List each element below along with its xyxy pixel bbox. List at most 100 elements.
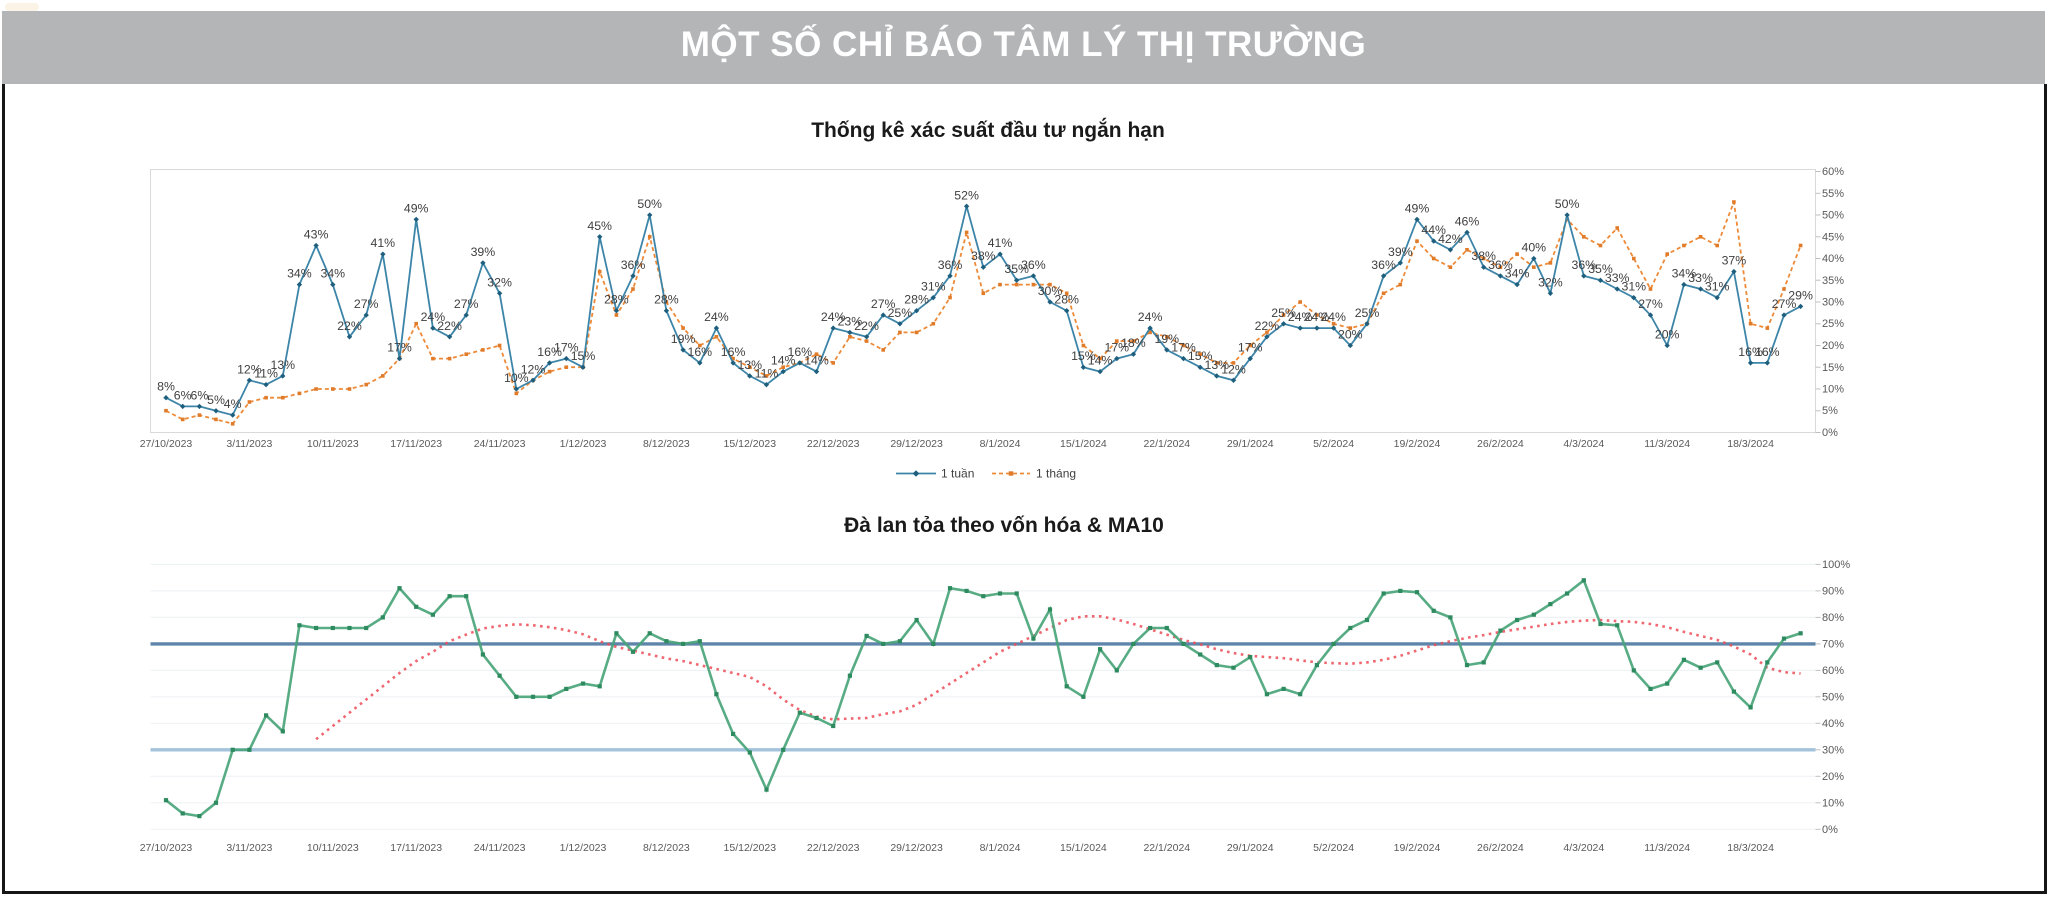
svg-text:36%: 36% [1021,258,1046,272]
svg-text:18%: 18% [1121,336,1146,350]
svg-text:8/1/2024: 8/1/2024 [980,438,1021,450]
svg-text:6%: 6% [191,388,209,402]
svg-text:11%: 11% [755,367,779,381]
svg-text:34%: 34% [1672,267,1697,281]
svg-text:27%: 27% [454,297,479,311]
svg-text:11%: 11% [254,367,278,381]
svg-text:20%: 20% [1655,328,1680,342]
svg-text:39%: 39% [1388,245,1413,259]
svg-text:13%: 13% [1204,358,1229,372]
svg-text:13%: 13% [270,358,295,372]
svg-text:8/12/2023: 8/12/2023 [643,438,690,450]
svg-text:17%: 17% [1238,341,1263,355]
svg-text:11/3/2024: 11/3/2024 [1644,842,1690,854]
svg-text:16%: 16% [721,345,746,359]
svg-text:50%: 50% [1822,210,1844,222]
svg-text:12%: 12% [1221,362,1246,376]
svg-text:22%: 22% [437,319,462,333]
svg-text:38%: 38% [1471,249,1496,263]
svg-text:33%: 33% [1688,271,1713,285]
svg-text:25%: 25% [888,306,913,320]
svg-text:38%: 38% [971,249,996,263]
svg-text:30%: 30% [1038,284,1063,298]
svg-text:36%: 36% [1488,258,1513,272]
svg-text:46%: 46% [1455,214,1480,228]
svg-text:90%: 90% [1822,585,1844,597]
svg-text:60%: 60% [1822,665,1844,677]
svg-text:3/11/2023: 3/11/2023 [226,842,272,854]
svg-text:16%: 16% [1755,345,1780,359]
svg-text:15%: 15% [1188,349,1213,363]
svg-text:31%: 31% [1621,280,1646,294]
svg-text:17%: 17% [1104,341,1129,355]
svg-text:0%: 0% [1822,824,1838,836]
svg-text:29%: 29% [1788,288,1813,302]
svg-text:25%: 25% [1271,306,1296,320]
svg-text:70%: 70% [1822,638,1844,650]
svg-text:29/12/2023: 29/12/2023 [890,842,943,854]
svg-text:24%: 24% [704,310,729,324]
svg-text:45%: 45% [1822,231,1844,243]
svg-text:24/11/2023: 24/11/2023 [474,438,526,450]
svg-text:35%: 35% [1822,275,1844,287]
svg-text:10%: 10% [504,371,529,385]
svg-text:60%: 60% [1822,166,1844,178]
svg-text:10%: 10% [1822,797,1844,809]
svg-text:35%: 35% [1588,262,1613,276]
svg-text:25%: 25% [1822,318,1844,330]
svg-text:15/1/2024: 15/1/2024 [1060,438,1107,450]
svg-text:16%: 16% [537,345,562,359]
svg-text:13%: 13% [737,358,762,372]
svg-text:28%: 28% [604,293,629,307]
svg-text:41%: 41% [988,236,1013,250]
svg-text:5/2/2024: 5/2/2024 [1313,438,1354,450]
svg-text:6%: 6% [174,388,192,402]
svg-text:43%: 43% [304,228,329,242]
svg-text:15/1/2024: 15/1/2024 [1060,842,1107,854]
svg-text:55%: 55% [1822,188,1844,200]
svg-text:17/11/2023: 17/11/2023 [390,842,442,854]
svg-text:16%: 16% [787,345,812,359]
svg-text:100%: 100% [1822,559,1850,571]
svg-text:5/2/2024: 5/2/2024 [1313,842,1354,854]
svg-text:40%: 40% [1521,241,1546,255]
svg-text:22%: 22% [337,319,362,333]
svg-text:8%: 8% [157,380,175,394]
svg-text:4%: 4% [224,397,242,411]
svg-text:22/1/2024: 22/1/2024 [1143,842,1190,854]
svg-text:12%: 12% [237,362,262,376]
svg-text:17%: 17% [554,341,579,355]
svg-text:49%: 49% [1405,201,1430,215]
svg-text:1 tuần: 1 tuần [941,467,974,481]
svg-text:22%: 22% [1255,319,1280,333]
svg-text:4/3/2024: 4/3/2024 [1563,842,1604,854]
svg-text:1 tháng: 1 tháng [1036,467,1076,481]
svg-text:5%: 5% [207,393,225,407]
svg-text:36%: 36% [938,258,963,272]
svg-text:41%: 41% [370,236,395,250]
svg-text:50%: 50% [1555,197,1580,211]
svg-text:20%: 20% [1822,340,1844,352]
svg-text:4/3/2024: 4/3/2024 [1563,438,1604,450]
svg-text:34%: 34% [1505,267,1530,281]
svg-text:24/11/2023: 24/11/2023 [474,842,526,854]
svg-text:27/10/2023: 27/10/2023 [140,438,193,450]
svg-text:33%: 33% [1605,271,1630,285]
svg-text:Đà lan tỏa theo vốn hóa & MA10: Đà lan tỏa theo vốn hóa & MA10 [844,514,1164,537]
svg-text:40%: 40% [1822,718,1844,730]
svg-text:17%: 17% [387,341,412,355]
svg-text:29/1/2024: 29/1/2024 [1227,842,1274,854]
svg-text:39%: 39% [471,245,496,259]
svg-text:27%: 27% [1772,297,1797,311]
svg-text:15%: 15% [1822,362,1844,374]
svg-text:16%: 16% [687,345,712,359]
svg-text:18/3/2024: 18/3/2024 [1727,842,1774,854]
svg-text:19%: 19% [1154,332,1179,346]
svg-text:22%: 22% [854,319,879,333]
svg-text:24%: 24% [421,310,446,324]
svg-text:27%: 27% [871,297,896,311]
svg-text:32%: 32% [487,275,512,289]
svg-text:0%: 0% [1822,427,1838,439]
svg-text:37%: 37% [1722,254,1747,268]
svg-text:24%: 24% [1138,310,1163,324]
